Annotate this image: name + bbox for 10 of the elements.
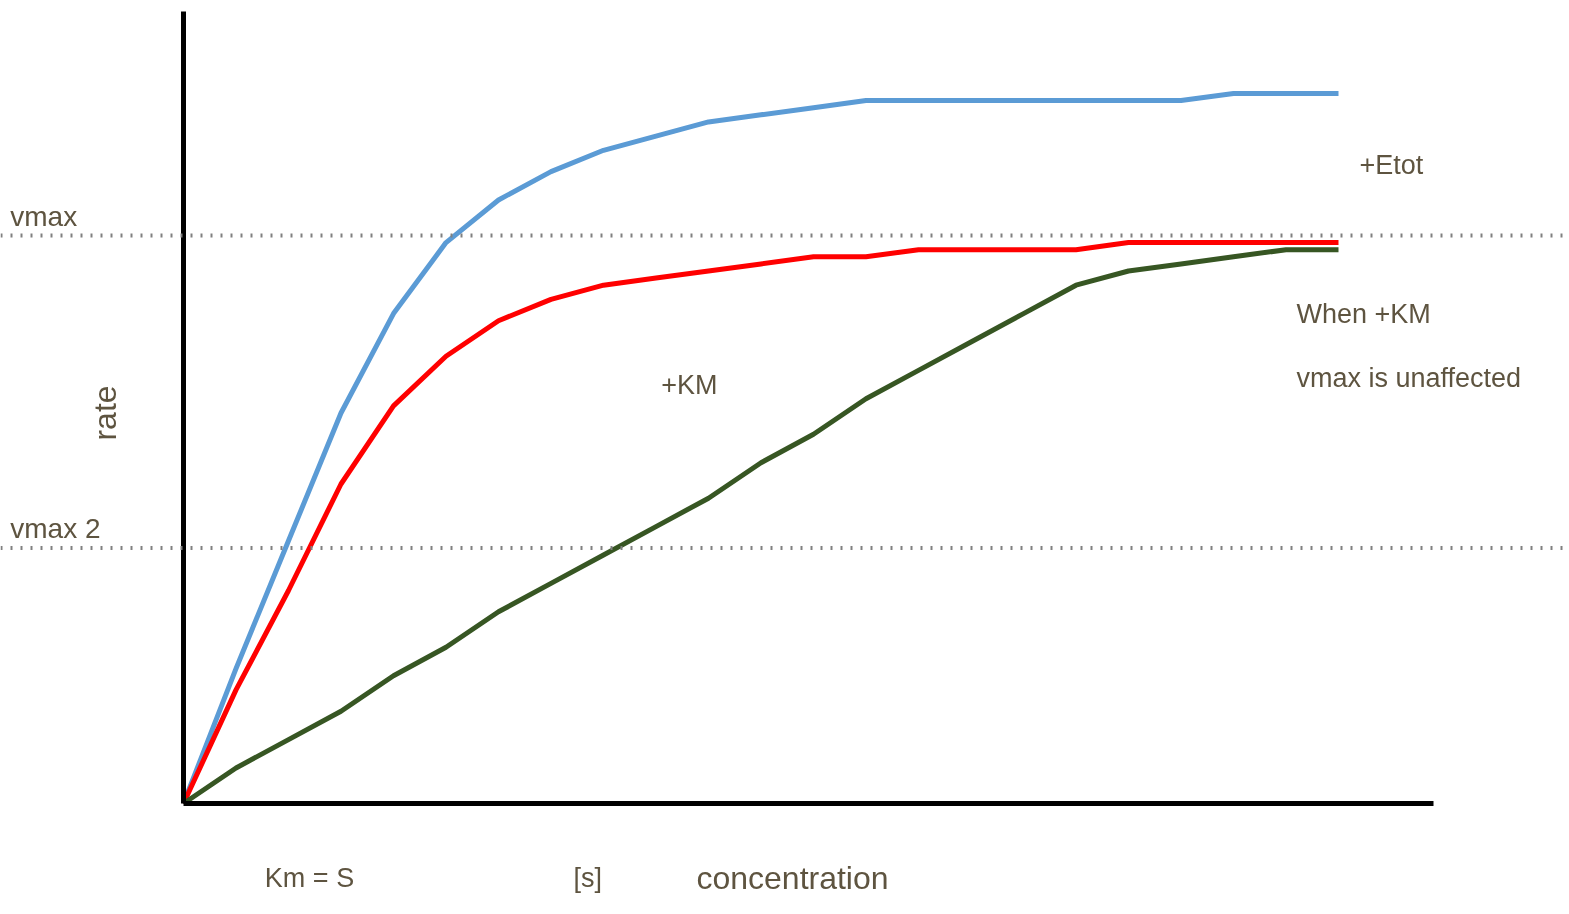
text: [s] <box>573 863 603 894</box>
annotation: +Etot <box>1359 149 1424 180</box>
y-axis-title: rate <box>86 385 123 441</box>
text: Km = S <box>264 863 355 894</box>
annotation: When +KM <box>1296 298 1431 329</box>
ref-line-label: vmax 2 <box>10 512 101 544</box>
annotation: vmax is unaffected <box>1296 362 1522 393</box>
x-axis-title: concentration <box>696 860 889 897</box>
annotation: +KM <box>661 369 718 400</box>
ref-line-label: vmax <box>10 200 78 232</box>
